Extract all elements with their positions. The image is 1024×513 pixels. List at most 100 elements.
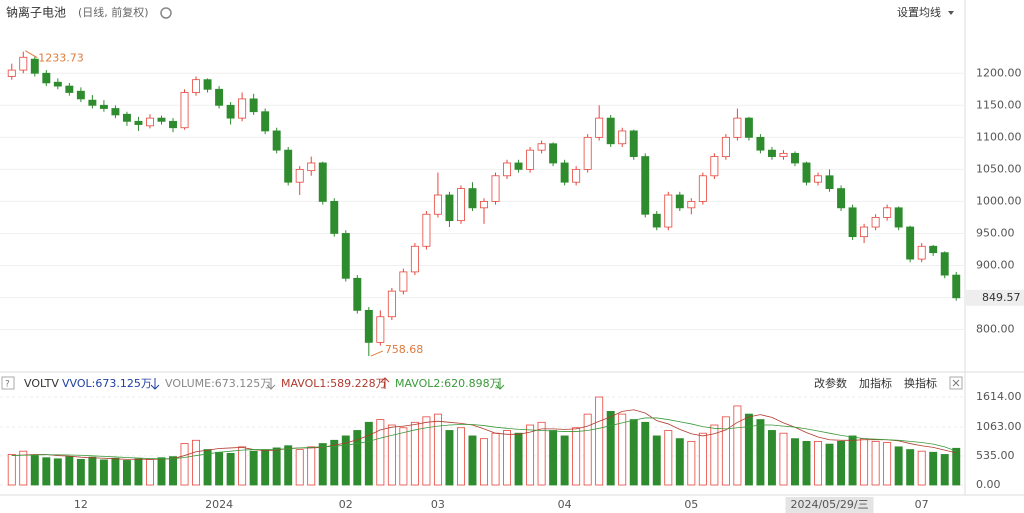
min-annotation: 758.68	[385, 343, 424, 356]
volume-bar	[180, 443, 189, 486]
ma-setting[interactable]: 设置均线	[897, 5, 941, 19]
volume-bar	[618, 413, 627, 486]
x-tick-label: 02	[339, 498, 353, 511]
volume-bar	[445, 430, 454, 486]
candle-body	[629, 130, 638, 157]
volume-bar	[7, 454, 16, 486]
volume-bar	[583, 413, 592, 486]
volume-bar	[169, 456, 177, 486]
volume-bar	[675, 438, 684, 486]
close-icon	[952, 379, 960, 387]
arrow	[370, 350, 384, 357]
candle-body	[860, 226, 869, 238]
volume-bar	[526, 424, 535, 486]
candle-body	[238, 98, 247, 119]
candle-body	[744, 117, 753, 138]
volume-bar	[802, 440, 811, 486]
candle-body	[7, 69, 16, 77]
candle-body	[952, 274, 961, 299]
volume-bar	[42, 457, 51, 486]
candle-body	[560, 162, 569, 183]
candle-body	[169, 120, 177, 129]
volume-bar	[480, 438, 488, 486]
volume-bar	[122, 460, 131, 486]
arrow	[25, 50, 38, 59]
volume-bar	[871, 440, 880, 486]
volume-bar	[272, 447, 281, 486]
y-tick-label: 1000.00	[976, 194, 1022, 207]
volume-bar	[76, 458, 85, 486]
close-box[interactable]	[949, 376, 963, 390]
volume-bar	[791, 438, 799, 486]
volume-bar	[19, 450, 28, 486]
volume-bar	[399, 427, 408, 486]
candle-body	[687, 201, 696, 209]
candle-body	[249, 98, 258, 113]
candle-body	[376, 316, 385, 343]
volume-bar	[537, 421, 546, 486]
candle-body	[433, 194, 442, 215]
x-tick-label: 03	[431, 498, 445, 511]
candle-body	[583, 136, 592, 170]
candle-body	[99, 104, 108, 109]
y-tick-label: 800.00	[976, 323, 1015, 336]
y-tick-label: 535.00	[976, 449, 1015, 462]
volume-bar	[503, 430, 512, 486]
candle-body	[595, 117, 604, 138]
volume-bar	[284, 445, 293, 486]
candle-body	[42, 72, 51, 84]
volume-bar	[226, 452, 235, 486]
candle-body	[652, 213, 661, 228]
volume-bar	[756, 419, 765, 486]
candle-body	[157, 117, 166, 122]
legend-vvol: VVOL:673.125万	[62, 377, 152, 390]
y-tick-label: 900.00	[976, 258, 1015, 271]
volume-bar	[952, 447, 961, 486]
button[interactable]: 改参数	[814, 376, 847, 390]
candle-body	[618, 130, 627, 145]
last-price-box	[966, 289, 1024, 306]
candle-body	[814, 175, 822, 183]
volume-bar	[906, 449, 915, 486]
candle-body	[284, 149, 293, 183]
candle-body	[917, 245, 926, 260]
candle-body	[146, 117, 154, 127]
max-annotation: 1233.73	[38, 52, 84, 65]
candle-body	[514, 162, 523, 170]
candle-body	[226, 104, 235, 119]
settings-icon[interactable]	[160, 7, 172, 19]
candle-body	[318, 162, 327, 202]
volume-bar	[456, 427, 465, 486]
volume-bar	[883, 442, 892, 486]
volume-bar	[825, 443, 834, 486]
y-tick-label: 0.00	[976, 478, 1001, 491]
volume-bar	[146, 458, 154, 486]
y-tick-label: 1150.00	[976, 98, 1022, 111]
button[interactable]: 加指标	[859, 376, 892, 390]
button[interactable]: 换指标	[904, 376, 937, 390]
volume-bar	[779, 432, 788, 486]
help-box[interactable]	[1, 376, 15, 390]
volume-bar	[295, 449, 304, 486]
y-tick-label: 1200.00	[976, 66, 1022, 79]
candle-body	[387, 290, 396, 318]
candle-body	[422, 213, 431, 247]
candle-body	[940, 252, 949, 276]
volume-bar	[341, 435, 350, 486]
volume-bar	[664, 430, 673, 486]
volume-bar	[261, 449, 270, 486]
volume-bar	[468, 435, 477, 486]
x-tick-label: 07	[915, 498, 929, 511]
legend-mavol1: MAVOL1:589.228万	[281, 377, 387, 390]
candle-body	[779, 152, 788, 157]
x-tick-label: 12	[74, 498, 88, 511]
volume-bar	[307, 446, 316, 486]
volume-bar	[837, 440, 846, 486]
volume-bar	[744, 413, 753, 486]
volume-bar	[929, 451, 938, 486]
candle-body	[675, 194, 684, 209]
candle-body	[837, 188, 846, 209]
candle-body	[894, 207, 903, 228]
candle-body	[733, 117, 742, 138]
